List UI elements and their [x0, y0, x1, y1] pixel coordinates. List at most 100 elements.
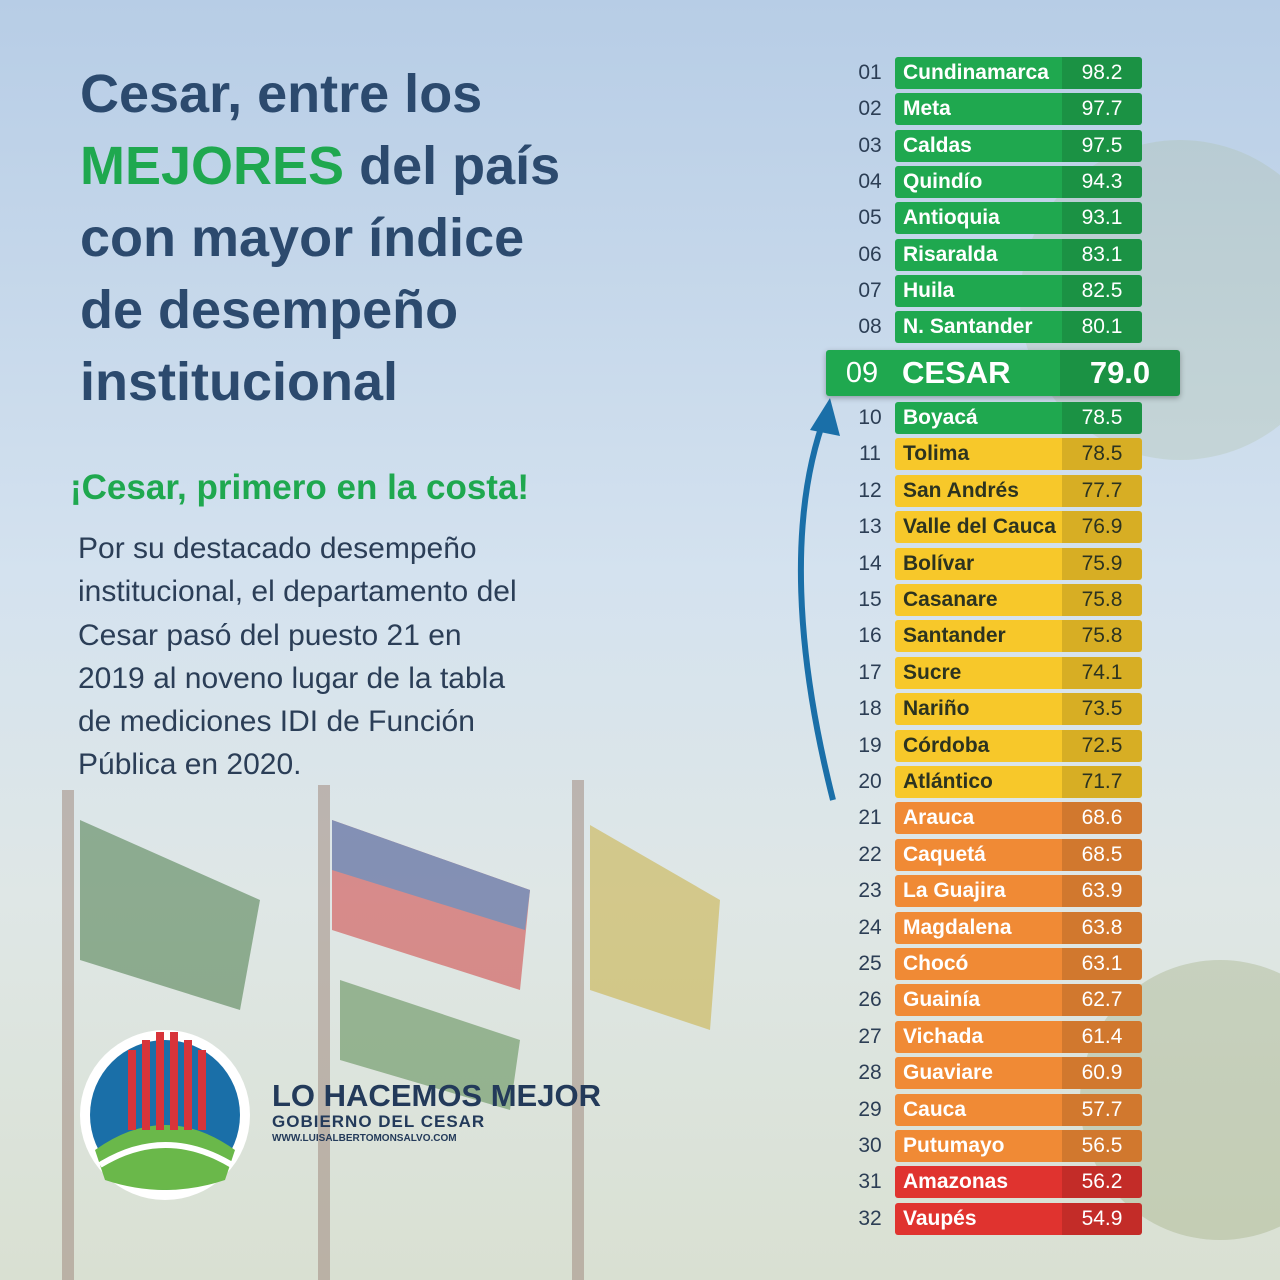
name: Putumayo: [903, 1134, 1005, 1157]
score: 97.5: [1062, 129, 1142, 162]
row-box: San Andrés 77.7: [895, 474, 1142, 507]
score: 63.1: [1062, 948, 1142, 980]
headline-line: con mayor índice: [80, 202, 560, 274]
score: 79.0: [1060, 350, 1180, 396]
highlight-row: 09 CESAR 79.0: [826, 350, 1180, 396]
name: Cauca: [903, 1097, 967, 1121]
row-box: Vaupés 54.9: [895, 1202, 1142, 1235]
name: Nariño: [903, 697, 970, 721]
body-line: 2019 al noveno lugar de la tabla: [78, 661, 506, 695]
rank: 21: [858, 806, 882, 830]
logo-url: WWW.LUISALBERTOMONSALVO.COM: [272, 1133, 457, 1144]
name: Tolima: [903, 442, 970, 466]
name: Antioquia: [903, 206, 1000, 230]
score: 75.8: [1062, 620, 1142, 653]
rank: 32: [858, 1206, 882, 1230]
name: Atlántico: [903, 770, 993, 793]
row-box: Guaviare 60.9: [895, 1057, 1142, 1090]
row-box: Caldas 97.5: [895, 129, 1142, 162]
rank: 26: [858, 988, 882, 1012]
name: Meta: [903, 97, 951, 121]
score: 77.7: [1062, 474, 1142, 507]
rank: 08: [858, 315, 882, 339]
score: 94.3: [1062, 165, 1142, 198]
row-box: Meta 97.7: [895, 93, 1142, 126]
score: 74.1: [1062, 656, 1142, 689]
score: 78.5: [1062, 402, 1142, 434]
score: 73.5: [1062, 693, 1142, 726]
row-box: Bolívar 75.9: [895, 547, 1142, 580]
name: Guaviare: [903, 1061, 993, 1085]
score: 62.7: [1062, 984, 1142, 1017]
score: 63.9: [1062, 875, 1142, 908]
score: 97.7: [1062, 93, 1142, 126]
row-box: Cundinamarca 98.2: [895, 57, 1142, 89]
name: Huila: [903, 278, 955, 302]
rank: 29: [858, 1097, 882, 1121]
name: San Andrés: [903, 478, 1019, 502]
body-text: Por su destacado desempeño institucional,…: [78, 527, 517, 787]
headline-line: institucional: [80, 346, 560, 418]
name: Boyacá: [903, 406, 978, 429]
rank: 27: [858, 1024, 882, 1048]
score: 57.7: [1062, 1093, 1142, 1126]
score: 68.5: [1062, 838, 1142, 871]
rank: 31: [858, 1170, 882, 1194]
score: 82.5: [1062, 274, 1142, 307]
subtitle: ¡Cesar, primero en la costa!: [70, 468, 530, 507]
logo-slogan: LO HACEMOS MEJOR: [272, 1078, 601, 1113]
logo-entity: GOBIERNO DEL CESAR: [272, 1112, 486, 1131]
rank: 14: [858, 551, 882, 575]
name: Vaupés: [903, 1206, 977, 1230]
score: 75.9: [1062, 547, 1142, 580]
rank: 12: [858, 478, 882, 502]
row-box: Caquetá 68.5: [895, 838, 1142, 871]
row-box: Tolima 78.5: [895, 438, 1142, 471]
row-box: Amazonas 56.2: [895, 1166, 1142, 1199]
score: 54.9: [1062, 1202, 1142, 1235]
rank: 20: [858, 770, 882, 793]
score: 83.1: [1062, 238, 1142, 271]
row-box: Guainía 62.7: [895, 984, 1142, 1017]
name: CESAR: [902, 355, 1011, 390]
name: Cundinamarca: [903, 61, 1049, 84]
row-box: Sucre 74.1: [895, 656, 1142, 689]
headline-line: MEJORES del país: [80, 130, 560, 202]
headline-line: Cesar, entre los: [80, 58, 560, 130]
rank: 28: [858, 1061, 882, 1085]
score: 60.9: [1062, 1057, 1142, 1090]
rank: 02: [858, 97, 882, 121]
rank: 09: [845, 356, 879, 389]
name: Sucre: [903, 660, 962, 684]
score: 76.9: [1062, 511, 1142, 544]
row-box: N. Santander 80.1: [895, 311, 1142, 344]
name: Amazonas: [903, 1170, 1009, 1194]
name: Chocó: [903, 952, 969, 975]
score: 68.6: [1062, 802, 1142, 835]
rank: 17: [858, 660, 882, 684]
name: Arauca: [903, 806, 975, 830]
score: 72.5: [1062, 729, 1142, 762]
headline-text: MEJORES: [80, 136, 345, 196]
row-box: Vichada 61.4: [895, 1020, 1142, 1053]
rank: 22: [858, 842, 882, 866]
rank: 18: [858, 697, 882, 721]
row-box: Quindío 94.3: [895, 165, 1142, 198]
score: 75.8: [1062, 584, 1142, 616]
row-box: Putumayo 56.5: [895, 1130, 1142, 1162]
name: Córdoba: [903, 733, 990, 757]
row-box: Risaralda 83.1: [895, 238, 1142, 271]
row-box: Arauca 68.6: [895, 802, 1142, 835]
score: 71.7: [1062, 766, 1142, 798]
body-line: Por su destacado desempeño: [78, 532, 477, 565]
name: Valle del Cauca: [903, 515, 1056, 539]
rank: 05: [858, 206, 882, 230]
name: Casanare: [903, 588, 998, 611]
row-box: Córdoba 72.5: [895, 729, 1142, 762]
row-box: Magdalena 63.8: [895, 911, 1142, 944]
name: Magdalena: [903, 915, 1012, 939]
name: Caldas: [903, 133, 972, 157]
body-line: Cesar pasó del puesto 21 en: [78, 618, 462, 652]
row-box: Chocó 63.1: [895, 948, 1142, 980]
headline-text: Cesar, entre los: [80, 64, 483, 124]
